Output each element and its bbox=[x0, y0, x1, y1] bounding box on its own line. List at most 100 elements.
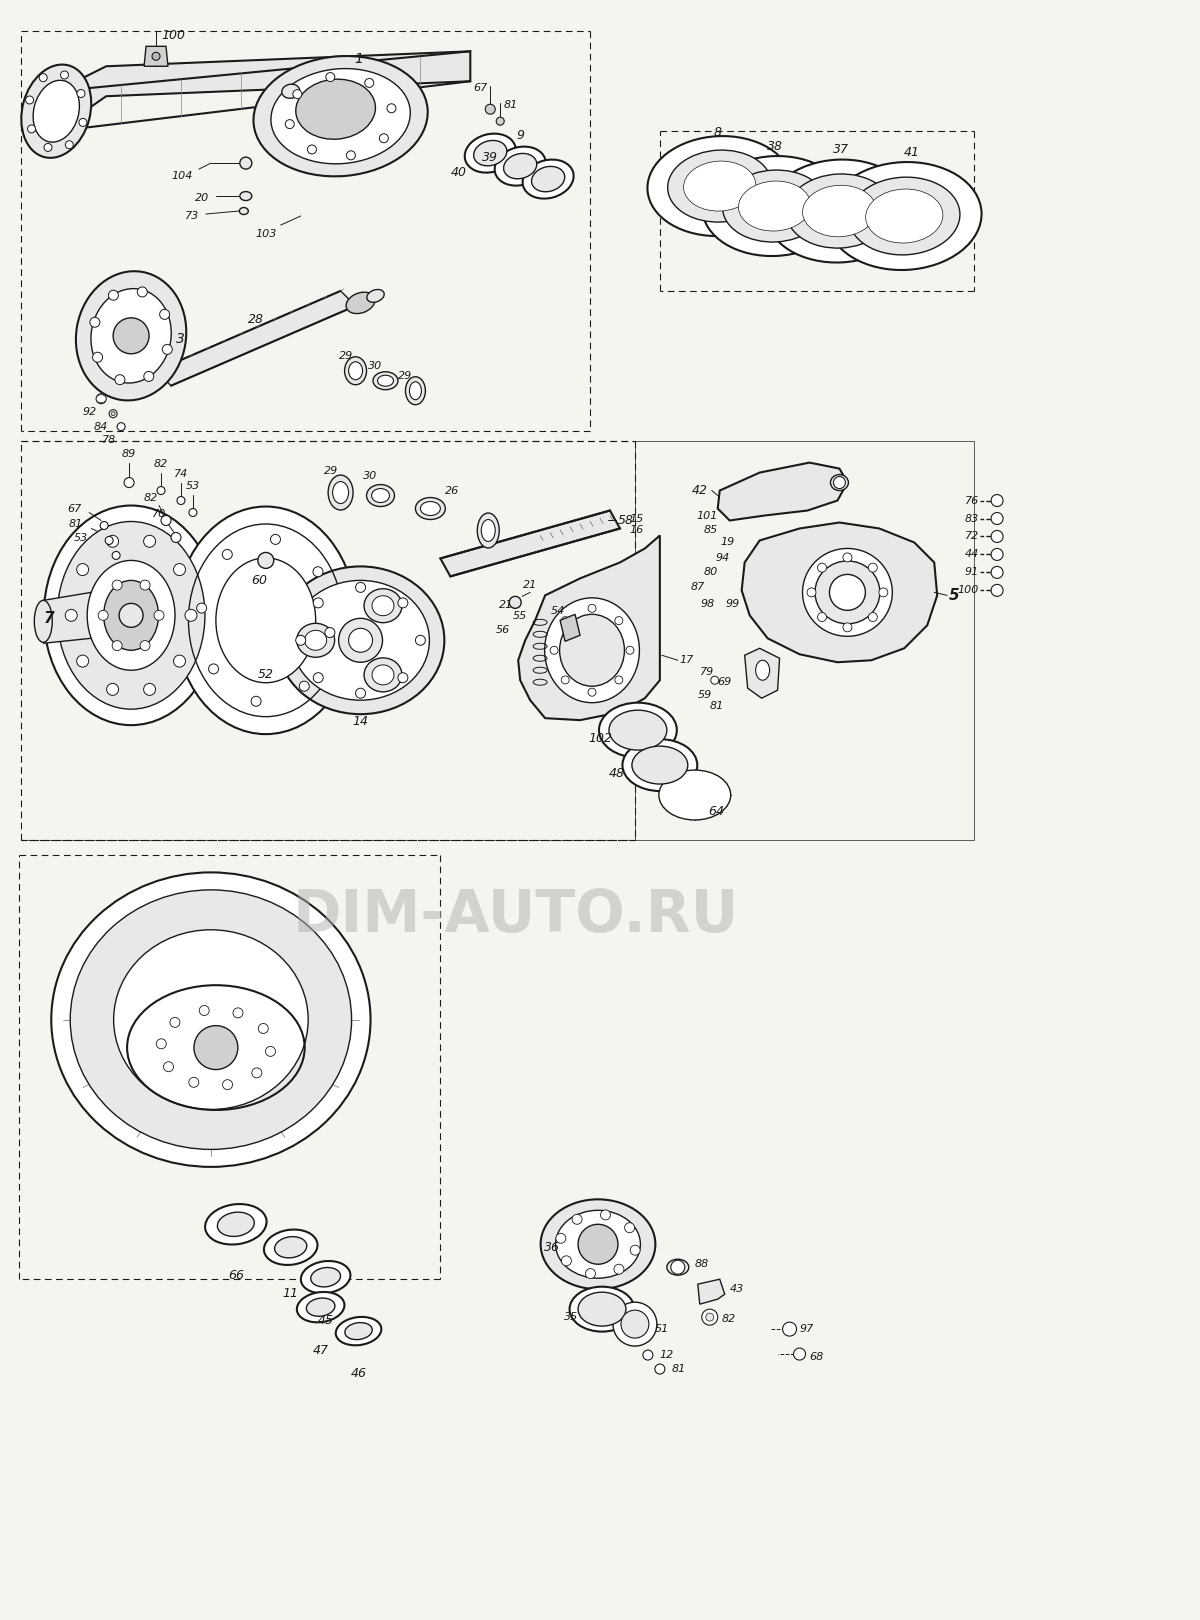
Text: 3: 3 bbox=[176, 332, 185, 345]
Circle shape bbox=[209, 664, 218, 674]
Ellipse shape bbox=[332, 481, 348, 504]
Circle shape bbox=[77, 564, 89, 575]
Circle shape bbox=[197, 603, 206, 612]
Circle shape bbox=[77, 89, 85, 97]
Circle shape bbox=[199, 1006, 209, 1016]
Text: 21: 21 bbox=[499, 601, 514, 611]
Circle shape bbox=[119, 603, 143, 627]
Text: 87: 87 bbox=[690, 582, 704, 593]
Circle shape bbox=[65, 141, 73, 149]
Text: 66: 66 bbox=[228, 1268, 244, 1281]
Circle shape bbox=[991, 494, 1003, 507]
Text: 56: 56 bbox=[496, 625, 510, 635]
Circle shape bbox=[156, 1038, 167, 1048]
Circle shape bbox=[869, 612, 877, 622]
Circle shape bbox=[348, 629, 372, 653]
Ellipse shape bbox=[344, 356, 366, 384]
Circle shape bbox=[347, 151, 355, 160]
Text: 64: 64 bbox=[708, 805, 724, 818]
Ellipse shape bbox=[253, 57, 427, 177]
Text: 15: 15 bbox=[630, 514, 644, 523]
Ellipse shape bbox=[766, 159, 913, 262]
Circle shape bbox=[118, 423, 125, 431]
Ellipse shape bbox=[830, 475, 848, 491]
Ellipse shape bbox=[648, 136, 792, 237]
Circle shape bbox=[793, 1348, 805, 1361]
Text: 47: 47 bbox=[313, 1345, 329, 1358]
Circle shape bbox=[817, 564, 827, 572]
Circle shape bbox=[251, 697, 262, 706]
Polygon shape bbox=[718, 463, 847, 520]
Circle shape bbox=[630, 1246, 640, 1256]
Ellipse shape bbox=[378, 376, 394, 386]
Ellipse shape bbox=[803, 549, 893, 637]
Text: 81: 81 bbox=[504, 100, 518, 110]
Circle shape bbox=[115, 374, 125, 384]
Ellipse shape bbox=[216, 557, 316, 682]
Ellipse shape bbox=[88, 561, 175, 671]
Text: 82: 82 bbox=[154, 458, 168, 468]
Circle shape bbox=[112, 411, 115, 416]
Circle shape bbox=[620, 1311, 649, 1338]
Text: 67: 67 bbox=[473, 83, 487, 94]
Polygon shape bbox=[43, 593, 91, 643]
Circle shape bbox=[162, 345, 173, 355]
Text: 8: 8 bbox=[714, 126, 721, 139]
Text: 28: 28 bbox=[247, 313, 264, 326]
Circle shape bbox=[170, 533, 181, 543]
Ellipse shape bbox=[803, 185, 876, 237]
Ellipse shape bbox=[71, 889, 352, 1150]
Circle shape bbox=[588, 688, 596, 697]
Text: 17: 17 bbox=[680, 654, 694, 666]
Circle shape bbox=[572, 1215, 582, 1225]
Text: 67: 67 bbox=[67, 504, 82, 514]
Circle shape bbox=[188, 1077, 199, 1087]
Text: 83: 83 bbox=[965, 514, 979, 523]
Circle shape bbox=[98, 611, 108, 620]
Text: 30: 30 bbox=[368, 361, 383, 371]
Ellipse shape bbox=[570, 1286, 635, 1332]
Circle shape bbox=[112, 580, 122, 590]
Polygon shape bbox=[742, 523, 937, 663]
Text: 59: 59 bbox=[697, 690, 712, 700]
Circle shape bbox=[562, 1256, 571, 1265]
Text: 40: 40 bbox=[450, 167, 467, 180]
Circle shape bbox=[991, 567, 1003, 578]
Text: 70: 70 bbox=[152, 509, 166, 518]
Ellipse shape bbox=[205, 1204, 266, 1244]
Circle shape bbox=[991, 585, 1003, 596]
Text: 100: 100 bbox=[958, 585, 979, 596]
Ellipse shape bbox=[292, 580, 430, 700]
Circle shape bbox=[829, 575, 865, 611]
Circle shape bbox=[307, 144, 317, 154]
Polygon shape bbox=[56, 52, 470, 131]
Text: 60: 60 bbox=[251, 573, 266, 586]
Circle shape bbox=[113, 318, 149, 353]
Circle shape bbox=[497, 117, 504, 125]
Ellipse shape bbox=[367, 290, 384, 303]
Circle shape bbox=[398, 672, 408, 682]
Circle shape bbox=[152, 52, 160, 60]
Ellipse shape bbox=[239, 207, 248, 214]
Text: DIM-AUTO.RU: DIM-AUTO.RU bbox=[293, 886, 739, 943]
Ellipse shape bbox=[532, 167, 565, 191]
Ellipse shape bbox=[702, 156, 847, 256]
Circle shape bbox=[293, 89, 302, 99]
Circle shape bbox=[295, 635, 306, 645]
Circle shape bbox=[355, 688, 366, 698]
Circle shape bbox=[878, 588, 888, 596]
Ellipse shape bbox=[504, 154, 536, 178]
Polygon shape bbox=[518, 536, 660, 721]
Circle shape bbox=[286, 120, 294, 128]
Circle shape bbox=[702, 1309, 718, 1325]
Text: 82: 82 bbox=[144, 492, 158, 502]
Circle shape bbox=[869, 564, 877, 572]
Circle shape bbox=[28, 125, 36, 133]
Text: 78: 78 bbox=[102, 434, 116, 444]
Text: 14: 14 bbox=[353, 714, 368, 727]
Text: 53: 53 bbox=[74, 533, 88, 543]
Text: 41: 41 bbox=[904, 146, 919, 159]
Ellipse shape bbox=[556, 1210, 641, 1278]
Ellipse shape bbox=[96, 395, 106, 403]
Text: 53: 53 bbox=[186, 481, 200, 491]
